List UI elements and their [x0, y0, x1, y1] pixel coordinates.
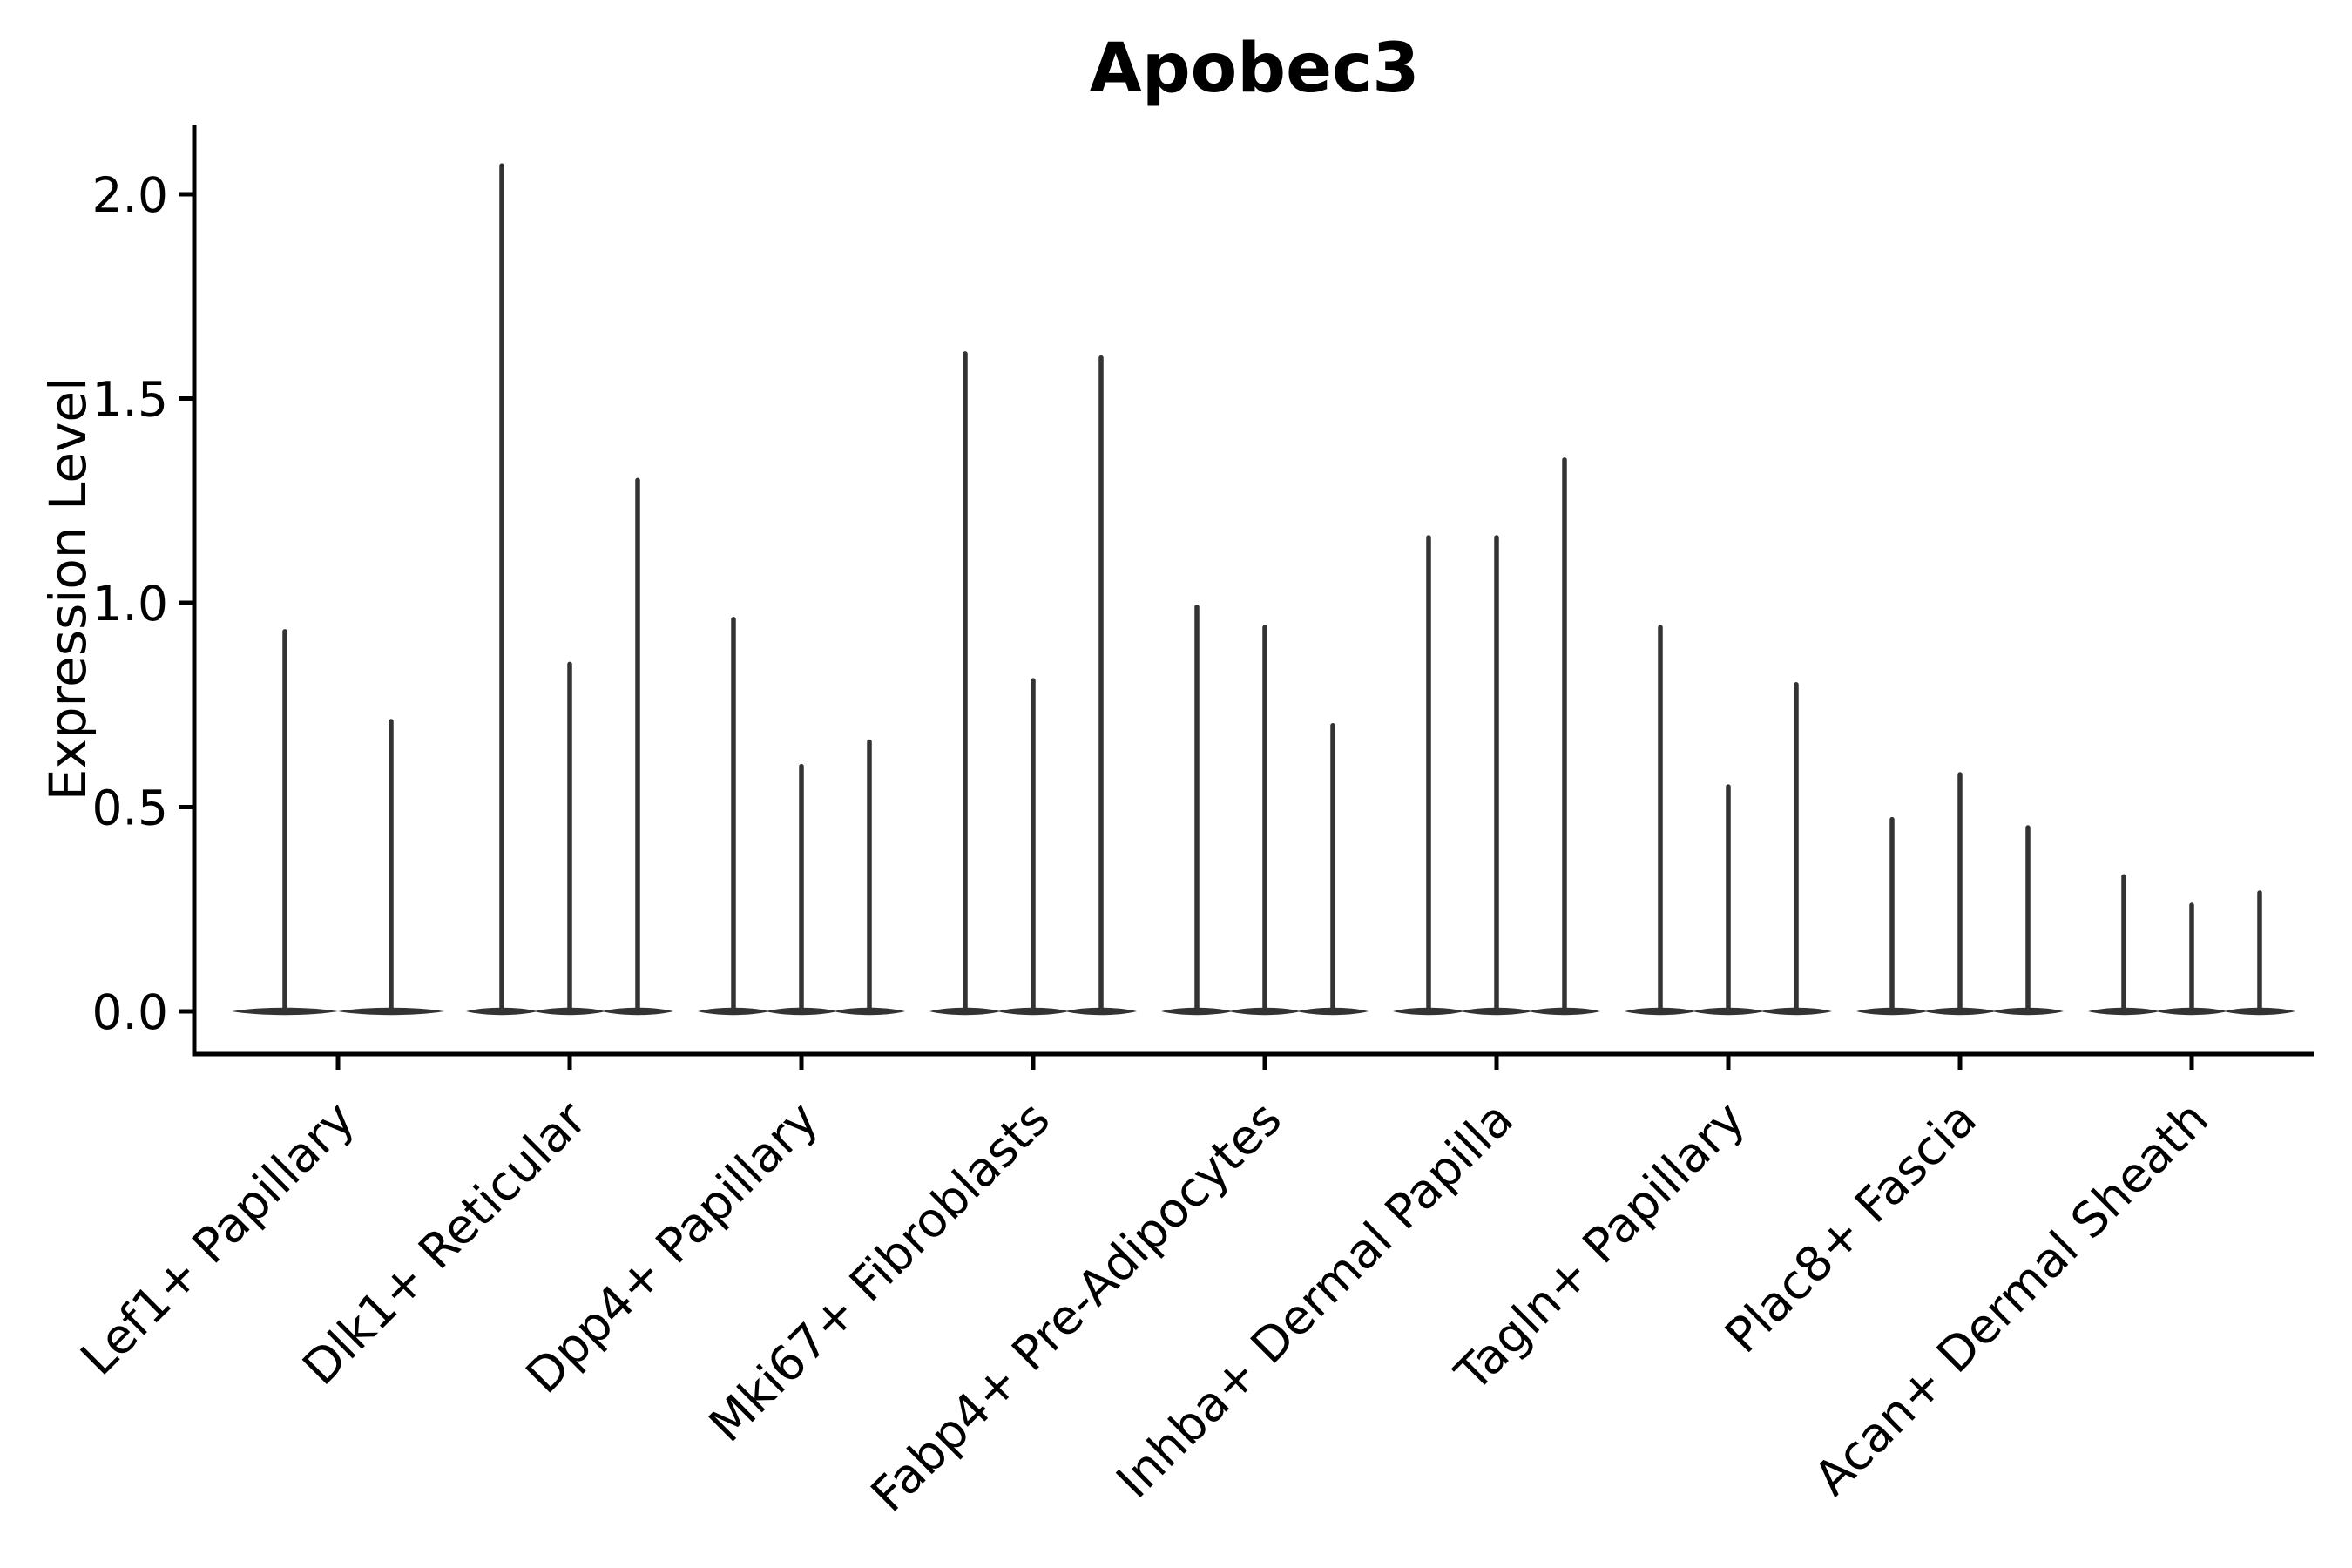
y-tick-label: 0.5: [92, 780, 168, 835]
chart-title: Apobec3: [1089, 30, 1419, 108]
y-tick-label: 1.0: [92, 576, 168, 632]
x-axis-category-label: Inhba+ Dermal Papilla: [1105, 1091, 1524, 1509]
x-axis-category-label: Plac8+ Fascia: [1714, 1091, 1987, 1363]
y-tick-label: 2.0: [92, 167, 168, 223]
y-tick-label: 0.0: [92, 984, 168, 1040]
y-tick-label: 1.5: [92, 371, 168, 427]
x-axis-category-label: Fabp4+ Pre-Adipocytes: [860, 1091, 1292, 1523]
x-axis-category-label: Acan+ Dermal Sheath: [1803, 1091, 2219, 1506]
y-axis-title: Expression Level: [38, 377, 98, 801]
